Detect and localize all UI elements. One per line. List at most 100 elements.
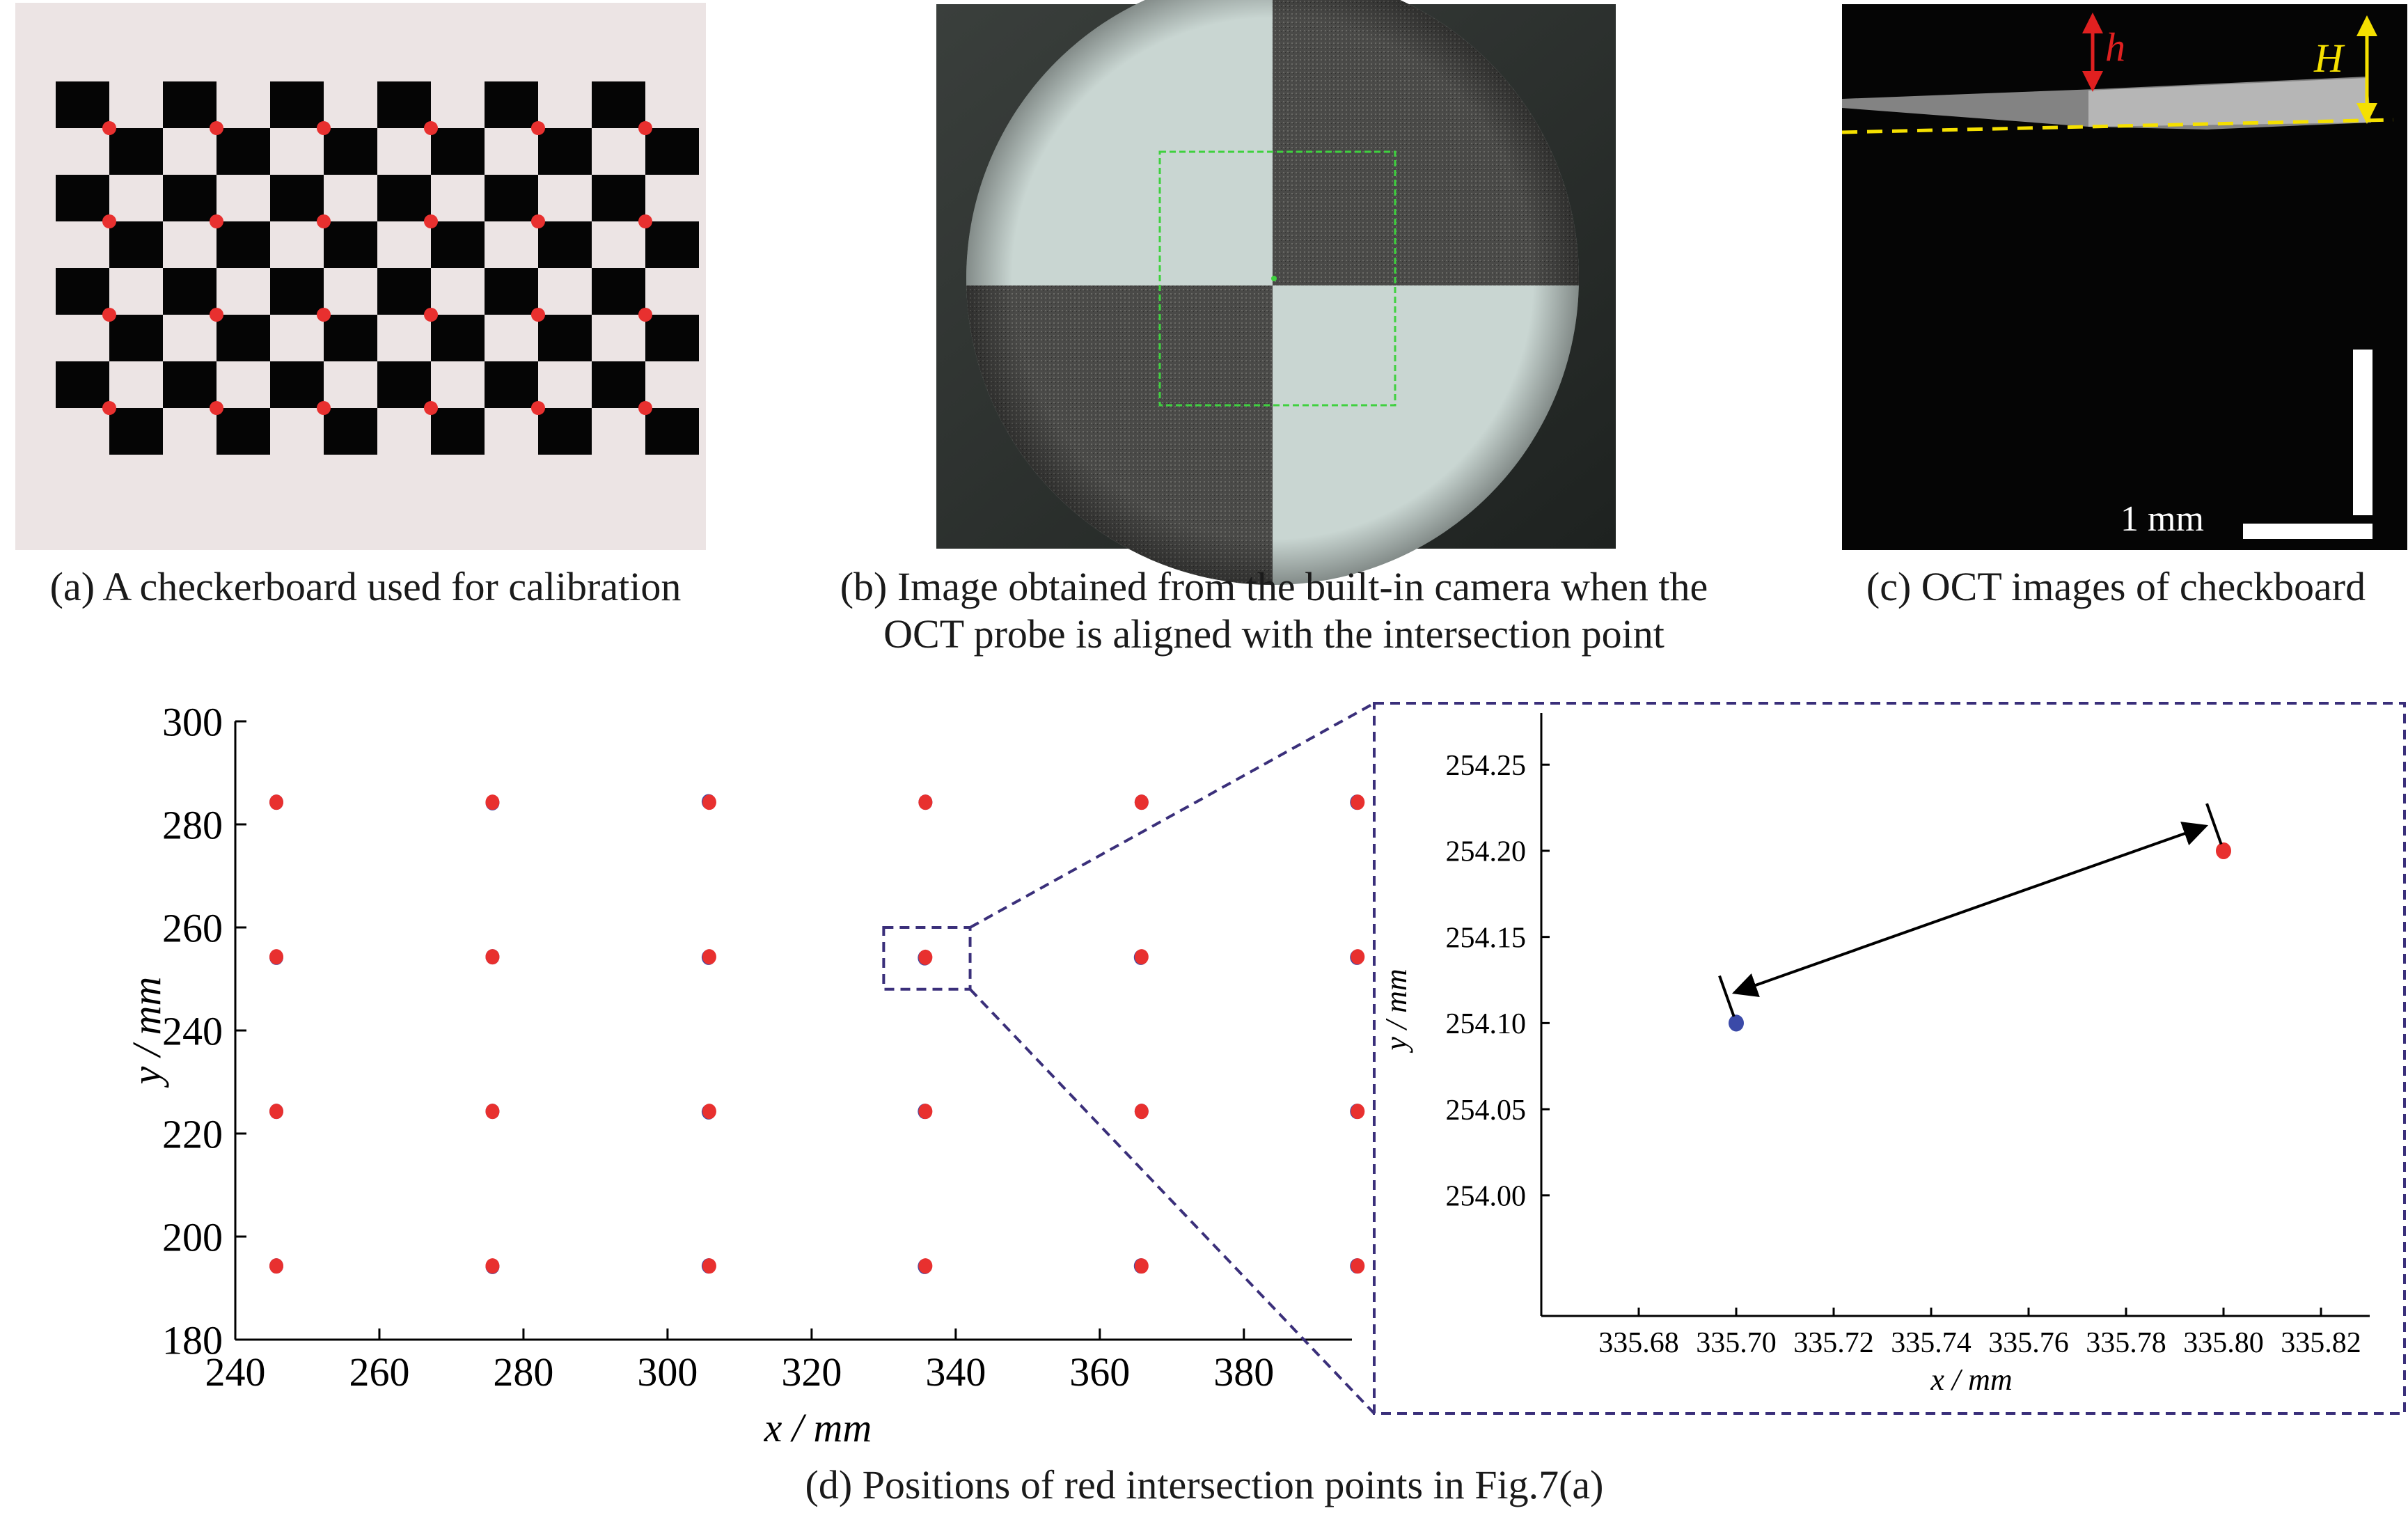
checker-square [431, 128, 485, 175]
x-tick-label: 335.76 [1988, 1327, 2069, 1359]
checker-square [485, 175, 538, 221]
y-tick-label: 260 [162, 905, 223, 950]
point-actual [918, 949, 933, 965]
checker-square [324, 128, 377, 175]
checker-dot [317, 401, 331, 415]
point-actual [918, 1258, 933, 1274]
checker-square [431, 315, 485, 361]
checker-dot [317, 214, 331, 228]
x-tick-label: 300 [637, 1349, 698, 1395]
checker-dot [102, 308, 116, 322]
y-tick-label: 280 [162, 802, 223, 847]
x-tick-label: 335.82 [2281, 1327, 2361, 1359]
x-tick-label: 335.70 [1696, 1327, 1777, 1359]
checker-dot [424, 214, 438, 228]
x-tick-label: 335.74 [1891, 1327, 1972, 1359]
checker-dot [638, 308, 652, 322]
point-actual [2216, 842, 2231, 860]
scale-bar-horizontal [2243, 524, 2372, 539]
checker-square [163, 175, 217, 221]
point-actual [485, 794, 500, 810]
point-actual [1351, 794, 1365, 810]
caption-b-line2: OCT probe is aligned with the intersecti… [883, 611, 1665, 657]
checker-square [431, 221, 485, 268]
checker-square [163, 361, 217, 408]
caption-b-line1: (b) Image obtained from the built-in cam… [840, 564, 1708, 609]
checker-dot [102, 214, 116, 228]
panel-d-main-plot: 240 260 280 300 320 340 360 380 180 200 220 240 260 2… [124, 699, 1376, 1450]
y-tick-label: 254.10 [1446, 1008, 1527, 1040]
inset-axes [1540, 713, 2370, 1317]
caption-a: (a) A checkerboard used for calibration [49, 564, 682, 609]
oct-h-label: h [2105, 24, 2125, 70]
checker-dot [531, 214, 545, 228]
extension-line-measured [1718, 975, 1736, 1017]
panel-b-camera-image [936, 0, 1616, 585]
x-tick-label: 360 [1069, 1349, 1130, 1395]
y-tick-label: 220 [162, 1111, 223, 1157]
checker-square [109, 315, 163, 361]
zoom-connector-bottom [969, 988, 1376, 1415]
checker-square [217, 315, 270, 361]
checker-dot [210, 214, 223, 228]
checker-dot [638, 401, 652, 415]
x-tick-label: 320 [781, 1349, 842, 1395]
checker-dot [317, 121, 331, 135]
checker-square [56, 361, 109, 408]
point-actual [485, 1258, 500, 1274]
inset-points [1718, 803, 2231, 1032]
point-actual [702, 794, 716, 810]
y-tick-label: 180 [162, 1317, 223, 1363]
point-actual [918, 1104, 933, 1120]
checker-square [377, 268, 431, 315]
y-tick-label: 300 [162, 699, 223, 744]
checker-dot [424, 121, 438, 135]
extension-line-actual [2205, 803, 2223, 845]
checker-dot [210, 308, 223, 322]
checker-square [645, 315, 699, 361]
checker-square [592, 175, 645, 221]
checker-square [538, 408, 592, 455]
checker-dot [638, 121, 652, 135]
x-tick-label: 280 [493, 1349, 553, 1395]
checker-square [56, 268, 109, 315]
checker-square [270, 81, 324, 128]
x-tick-label: 240 [205, 1349, 266, 1395]
checker-square [592, 268, 645, 315]
checker-dot [210, 121, 223, 135]
point-actual [702, 1258, 716, 1274]
oct-scale-label: 1 mm [2120, 499, 2204, 539]
checker-square [109, 221, 163, 268]
checker-square [324, 315, 377, 361]
checker-square [592, 361, 645, 408]
checker-square [163, 81, 217, 128]
point-actual [485, 1104, 500, 1120]
checker-square [109, 128, 163, 175]
checker-square [377, 81, 431, 128]
checker-square [645, 128, 699, 175]
checker-square [217, 128, 270, 175]
zoom-connector-top [969, 702, 1375, 929]
inset-tick-labels: 335.68 335.70 335.72 335.74 335.76 335.78 335.… [1446, 750, 2361, 1359]
caption-c: (c) OCT images of checkboard [1866, 564, 2366, 609]
main-ylabel: y / mm [124, 977, 169, 1088]
caption-d: (d) Positions of red intersection points… [805, 1462, 1604, 1507]
point-actual [1134, 794, 1149, 810]
point-actual [702, 949, 716, 965]
x-tick-label: 340 [925, 1349, 986, 1395]
y-tick-label: 254.05 [1446, 1095, 1527, 1127]
checker-square [645, 408, 699, 455]
x-tick-label: 335.80 [2183, 1327, 2264, 1359]
panel-d-zoom-inset: 335.68 335.70 335.72 335.74 335.76 335.78 335.… [1373, 702, 2406, 1415]
checker-square [538, 315, 592, 361]
point-actual [485, 949, 500, 965]
checker-square [109, 408, 163, 455]
checker-dot [424, 308, 438, 322]
checker-square [377, 175, 431, 221]
oct-reference-line [1841, 118, 2394, 134]
point-actual [269, 949, 283, 965]
y-tick-label: 254.00 [1446, 1181, 1527, 1213]
checker-dot [317, 308, 331, 322]
distance-arrow [1731, 822, 2209, 997]
oct-H-label: H [2314, 36, 2343, 81]
